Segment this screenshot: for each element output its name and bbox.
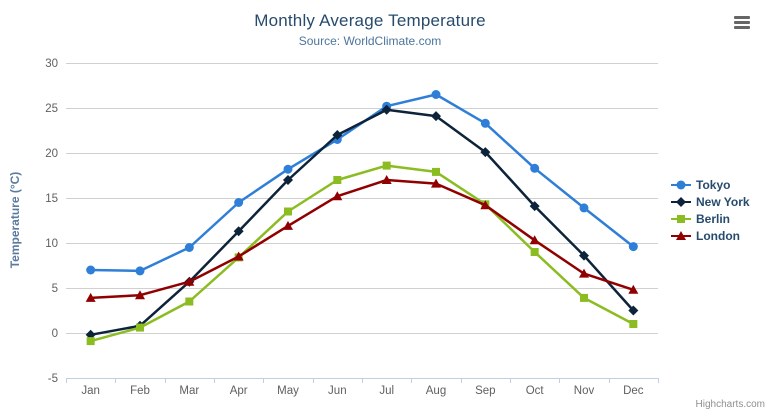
y-axis-label: 30 xyxy=(45,58,58,70)
data-point[interactable] xyxy=(381,104,392,115)
y-axis-label: 0 xyxy=(52,328,58,340)
data-point[interactable] xyxy=(431,111,441,122)
data-point[interactable] xyxy=(579,203,589,213)
data-point[interactable] xyxy=(628,305,639,316)
y-axis-label: 25 xyxy=(45,103,58,115)
data-point[interactable] xyxy=(382,161,391,170)
data-point[interactable] xyxy=(234,198,244,207)
data-point[interactable] xyxy=(381,175,392,184)
data-point[interactable] xyxy=(431,90,441,99)
data-point[interactable] xyxy=(135,266,145,276)
x-axis-label: Oct xyxy=(526,385,545,397)
data-point[interactable] xyxy=(480,147,491,158)
y-axis-label: -5 xyxy=(48,373,58,385)
data-point[interactable] xyxy=(233,226,244,237)
series-london xyxy=(85,175,639,302)
data-point[interactable] xyxy=(85,292,96,302)
x-axis-label: Nov xyxy=(574,385,595,397)
data-point[interactable] xyxy=(233,251,244,261)
x-axis-label: Sep xyxy=(475,385,495,397)
export-menu-button[interactable] xyxy=(732,11,754,33)
series-tokyo xyxy=(86,90,638,276)
data-point[interactable] xyxy=(432,167,440,176)
x-axis-label: May xyxy=(277,385,299,397)
series-line[interactable] xyxy=(89,108,635,337)
data-point[interactable] xyxy=(284,207,292,216)
data-point[interactable] xyxy=(283,175,293,185)
data-point[interactable] xyxy=(480,200,491,210)
data-point[interactable] xyxy=(431,178,441,188)
legend-label: Berlin xyxy=(696,212,731,226)
legend-label: New York xyxy=(696,195,750,209)
legend-marker xyxy=(676,180,686,190)
circle-marker-icon xyxy=(671,180,691,190)
data-point[interactable] xyxy=(185,297,194,306)
data-point[interactable] xyxy=(86,337,95,346)
hamburger-icon xyxy=(734,20,750,24)
data-point[interactable] xyxy=(332,191,343,201)
legend-item-new-york[interactable]: New York xyxy=(671,194,750,210)
y-axis-label: 10 xyxy=(45,238,58,250)
data-point[interactable] xyxy=(529,235,540,245)
legend-label: London xyxy=(696,229,740,243)
data-point[interactable] xyxy=(529,201,540,212)
data-point[interactable] xyxy=(135,290,145,300)
data-point[interactable] xyxy=(530,163,540,173)
x-axis-label: Jul xyxy=(379,385,394,397)
data-point[interactable] xyxy=(136,323,144,332)
square-marker-icon xyxy=(671,215,691,223)
data-point[interactable] xyxy=(86,265,96,275)
data-point[interactable] xyxy=(184,243,194,252)
x-axis-label: Aug xyxy=(426,385,446,397)
data-point[interactable] xyxy=(333,176,342,184)
y-axis-label: 15 xyxy=(45,193,58,205)
legend-marker xyxy=(677,215,685,223)
series-line[interactable] xyxy=(89,164,635,343)
data-point[interactable] xyxy=(629,320,638,328)
legend-marker xyxy=(676,231,686,240)
x-axis-label: Apr xyxy=(230,385,248,397)
y-axis-label: 20 xyxy=(45,148,58,160)
data-point[interactable] xyxy=(283,220,293,230)
data-point[interactable] xyxy=(283,164,293,174)
chart-subtitle: Source: WorldClimate.com xyxy=(298,34,442,48)
data-point[interactable] xyxy=(628,242,638,252)
diamond-marker-icon xyxy=(671,197,691,207)
hamburger-icon xyxy=(734,25,750,29)
data-point[interactable] xyxy=(580,293,588,302)
data-point[interactable] xyxy=(628,284,639,294)
legend-item-london[interactable]: London xyxy=(671,228,750,244)
x-axis-label: Dec xyxy=(623,385,644,397)
legend-item-tokyo[interactable]: Tokyo xyxy=(671,177,750,193)
series-line[interactable] xyxy=(89,178,635,300)
series-line[interactable] xyxy=(89,93,635,273)
triangle-marker-icon xyxy=(671,231,691,240)
legend-item-berlin[interactable]: Berlin xyxy=(671,211,750,227)
highcharts-credit[interactable]: Highcharts.com xyxy=(695,399,765,410)
x-axis-label: Jan xyxy=(81,385,100,397)
data-point[interactable] xyxy=(579,268,589,278)
data-point[interactable] xyxy=(332,130,343,140)
legend-marker xyxy=(676,197,686,207)
legend-label: Tokyo xyxy=(696,178,731,192)
data-point[interactable] xyxy=(530,248,539,256)
x-axis-label: Feb xyxy=(130,385,150,397)
data-point[interactable] xyxy=(480,118,490,128)
data-point[interactable] xyxy=(184,276,195,286)
y-axis-label: 5 xyxy=(52,283,58,295)
hamburger-icon xyxy=(734,15,750,19)
chart-title: Monthly Average Temperature xyxy=(254,11,486,30)
series-new-york xyxy=(85,104,639,340)
data-point[interactable] xyxy=(579,250,589,261)
x-axis-label: Mar xyxy=(179,385,199,397)
x-axis-label: Jun xyxy=(328,385,347,397)
legend: Tokyo New York Berlin London xyxy=(671,177,750,244)
